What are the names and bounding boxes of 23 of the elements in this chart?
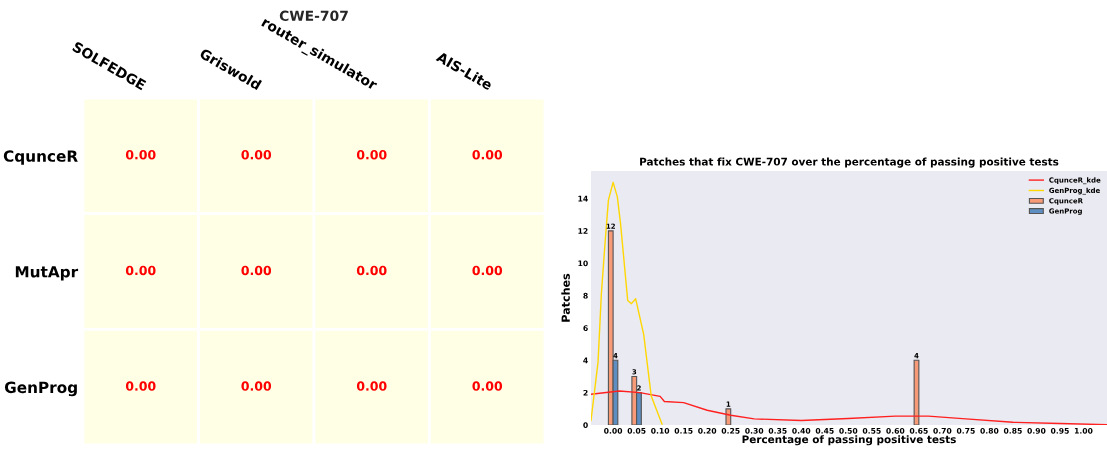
- chart-title: Patches that fix CWE-707 over the percentage of passing positive tests: [640, 157, 1059, 168]
- x-axis-title: Percentage of passing positive tests: [742, 435, 956, 446]
- data-label: 0.00: [241, 381, 272, 391]
- y-axis-title: Patches: [561, 273, 570, 322]
- data-label: 0.00: [356, 150, 387, 160]
- y-tick-label: CqunceR: [3, 150, 78, 165]
- data-label: 0.00: [472, 265, 503, 276]
- data-label: 0.00: [356, 265, 387, 276]
- bar: [607, 230, 614, 425]
- bar: [913, 359, 920, 425]
- data-label: 0.00: [472, 150, 503, 160]
- data-label: 0.00: [472, 381, 503, 391]
- data-label: 0.00: [241, 150, 272, 160]
- chart-title: CWE-707: [279, 10, 348, 22]
- data-label: 0.00: [241, 265, 272, 276]
- y-tick-label: GenProg: [4, 381, 77, 397]
- data-label: 0.00: [125, 150, 156, 160]
- line-series: [591, 181, 663, 425]
- data-label: 0.00: [125, 381, 156, 391]
- line-series: [591, 390, 1107, 425]
- y-tick-label: MutApr: [15, 266, 79, 281]
- data-label: 0.00: [125, 265, 156, 276]
- data-label: 0.00: [356, 381, 387, 391]
